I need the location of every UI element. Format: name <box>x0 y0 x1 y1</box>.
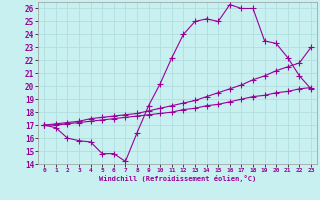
X-axis label: Windchill (Refroidissement éolien,°C): Windchill (Refroidissement éolien,°C) <box>99 175 256 182</box>
